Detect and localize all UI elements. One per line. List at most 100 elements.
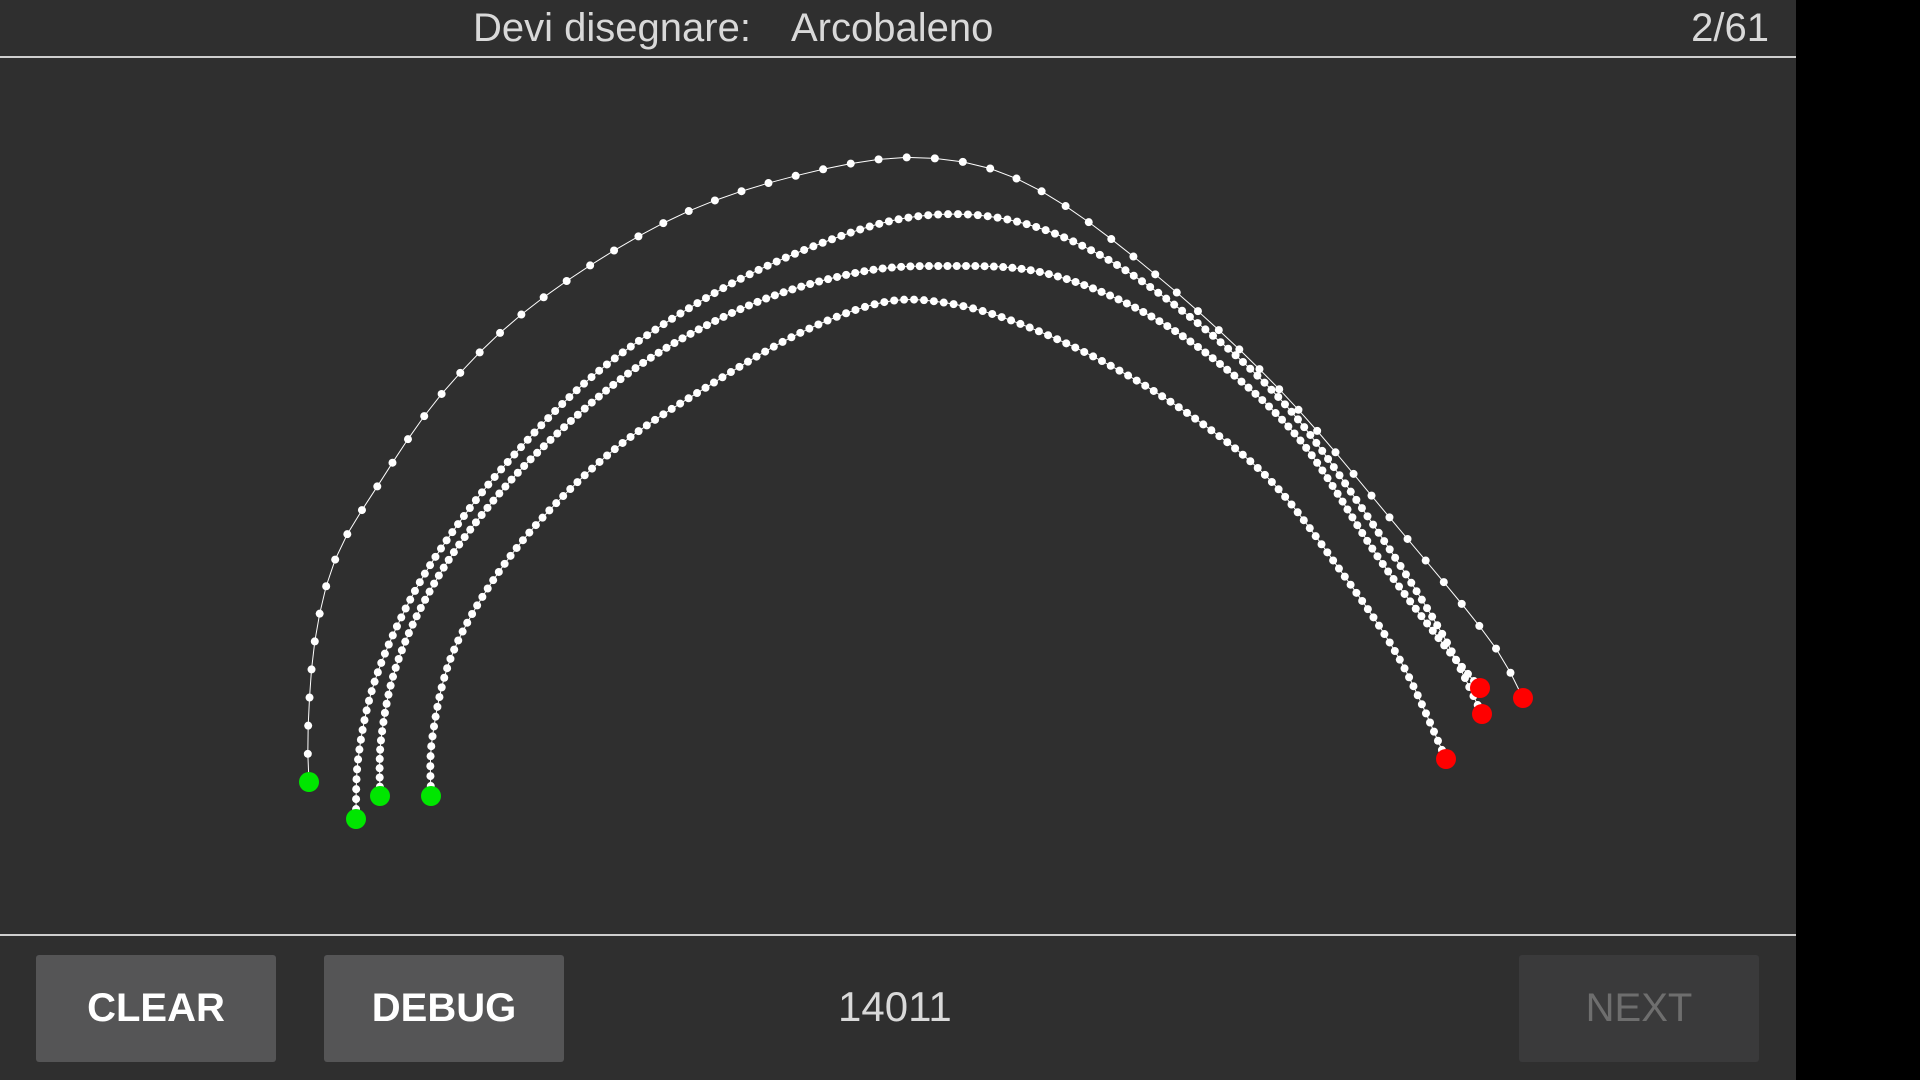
stroke-point bbox=[1271, 409, 1280, 418]
stroke-point bbox=[805, 324, 814, 333]
stroke-point bbox=[1191, 414, 1200, 423]
stroke-1 bbox=[299, 153, 1533, 792]
stroke-point bbox=[983, 212, 992, 221]
stroke-point bbox=[1183, 408, 1192, 417]
stroke-point bbox=[643, 331, 652, 340]
stroke-point bbox=[856, 225, 865, 234]
stroke-point bbox=[797, 282, 806, 291]
stroke-point bbox=[553, 429, 562, 438]
stroke-point bbox=[1369, 613, 1378, 622]
stroke-point bbox=[809, 242, 818, 251]
stroke-point bbox=[610, 445, 619, 454]
stroke-point bbox=[1037, 187, 1046, 196]
stroke-point bbox=[380, 708, 389, 717]
stroke-point bbox=[1409, 682, 1418, 691]
stroke-point bbox=[1385, 513, 1394, 522]
stroke-end-point bbox=[1470, 678, 1490, 698]
stroke-point bbox=[626, 432, 635, 441]
debug-button[interactable]: DEBUG bbox=[324, 955, 564, 1062]
stroke-point bbox=[473, 601, 482, 610]
stroke-point bbox=[500, 559, 509, 568]
stroke-point bbox=[426, 762, 435, 771]
stroke-point bbox=[358, 725, 367, 734]
clear-button[interactable]: CLEAR bbox=[36, 955, 276, 1062]
stroke-point bbox=[1346, 487, 1355, 496]
stroke-point bbox=[551, 406, 560, 415]
stroke-point bbox=[1053, 335, 1062, 344]
stroke-point bbox=[781, 253, 790, 262]
stroke-point bbox=[609, 380, 618, 389]
drawing-canvas[interactable] bbox=[0, 58, 1796, 934]
stroke-point bbox=[1335, 471, 1344, 480]
stroke-point bbox=[1244, 383, 1253, 392]
stroke-point bbox=[904, 213, 913, 222]
stroke-point bbox=[1035, 267, 1044, 276]
stroke-point bbox=[944, 210, 953, 219]
stroke-point bbox=[1097, 287, 1106, 296]
stroke-point bbox=[693, 389, 702, 398]
stroke-point bbox=[779, 288, 788, 297]
stroke-point bbox=[454, 636, 463, 645]
stroke-point bbox=[906, 262, 915, 271]
stroke-point bbox=[623, 369, 632, 378]
stroke-point bbox=[401, 637, 410, 646]
stroke-point bbox=[1293, 415, 1302, 424]
stroke-point bbox=[1199, 420, 1208, 429]
stroke-point bbox=[1061, 202, 1070, 211]
stroke-point bbox=[517, 310, 526, 319]
stroke-point bbox=[566, 416, 575, 425]
stroke-2 bbox=[346, 210, 1492, 829]
stroke-point bbox=[1071, 343, 1080, 352]
stroke-point bbox=[490, 472, 499, 481]
stroke-point bbox=[1106, 291, 1115, 300]
stroke-point bbox=[1237, 377, 1246, 386]
stroke-point bbox=[443, 664, 452, 673]
stroke-point bbox=[1317, 540, 1326, 549]
stroke-point bbox=[444, 555, 453, 564]
stroke-point bbox=[531, 521, 540, 530]
stroke-point bbox=[1172, 288, 1181, 297]
stroke-point bbox=[686, 329, 695, 338]
stroke-point bbox=[678, 334, 687, 343]
stroke-point bbox=[754, 265, 763, 274]
stroke-end-point bbox=[1436, 749, 1456, 769]
stroke-point bbox=[963, 210, 972, 219]
stroke-4 bbox=[421, 295, 1456, 806]
stroke-end-point bbox=[1472, 704, 1492, 724]
stroke-start-point bbox=[370, 786, 390, 806]
stroke-point bbox=[939, 298, 948, 307]
stroke-point bbox=[726, 368, 735, 377]
stroke-point bbox=[1088, 284, 1097, 293]
stroke-point bbox=[639, 358, 648, 367]
stroke-point bbox=[1171, 327, 1180, 336]
stroke-point bbox=[1224, 344, 1233, 353]
stroke-point bbox=[878, 264, 887, 273]
stroke-point bbox=[902, 153, 911, 162]
stroke-point bbox=[389, 672, 398, 681]
stroke-point bbox=[391, 663, 400, 672]
app-window: Devi disegnare: Arcobaleno 2/61 CLEAR DE… bbox=[0, 0, 1796, 1080]
stroke-point bbox=[360, 716, 369, 725]
stroke-point bbox=[477, 511, 486, 520]
stroke-point bbox=[915, 262, 924, 271]
stroke-point bbox=[684, 394, 693, 403]
stroke-point bbox=[572, 386, 581, 395]
stroke-point bbox=[458, 627, 467, 636]
stroke-point bbox=[354, 755, 363, 764]
stroke-point bbox=[1274, 392, 1283, 401]
stroke-point bbox=[787, 333, 796, 342]
stroke-point bbox=[1446, 648, 1455, 657]
stroke-point bbox=[1267, 477, 1276, 486]
stroke-point bbox=[1013, 217, 1022, 226]
stroke-point bbox=[1149, 386, 1158, 395]
stroke-point bbox=[634, 232, 643, 241]
stroke-point bbox=[851, 305, 860, 314]
stroke-point bbox=[969, 304, 978, 313]
stroke-point bbox=[1395, 582, 1404, 591]
stroke-point bbox=[790, 249, 799, 258]
header-bar: Devi disegnare: Arcobaleno 2/61 bbox=[0, 0, 1796, 57]
next-button[interactable]: NEXT bbox=[1519, 955, 1759, 1062]
stroke-point bbox=[1146, 282, 1155, 291]
stroke-point bbox=[1124, 371, 1133, 380]
stroke-point bbox=[377, 658, 386, 667]
